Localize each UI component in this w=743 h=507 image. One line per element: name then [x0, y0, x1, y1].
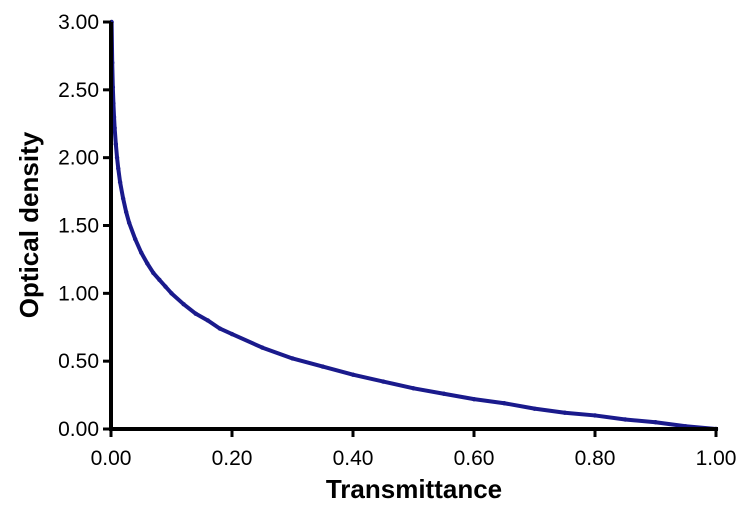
- series-0-point: [532, 406, 537, 411]
- series-0-point: [169, 291, 174, 296]
- series-0-point: [113, 141, 119, 147]
- series-0-point: [290, 356, 295, 361]
- y-tick-label: 2.50: [58, 79, 99, 102]
- series-0-point: [502, 401, 507, 406]
- series-0-point: [260, 345, 265, 350]
- series-0-point: [157, 277, 162, 282]
- y-tick-label: 0.00: [58, 418, 99, 441]
- y-tick-label: 0.50: [58, 350, 99, 373]
- series-0-point: [217, 326, 223, 331]
- series-0-point: [145, 261, 150, 266]
- y-tick-label: 2.00: [58, 147, 99, 170]
- series-0-point: [592, 413, 598, 418]
- series-0-point: [441, 391, 446, 396]
- x-tick-label: 0.20: [212, 447, 253, 470]
- series-0-point: [653, 420, 658, 425]
- x-tick-label: 0.00: [91, 447, 132, 470]
- series-0-point: [112, 125, 117, 131]
- series-0-point: [471, 396, 477, 402]
- series-0-point: [229, 331, 235, 337]
- series-0-curve: [109, 20, 718, 431]
- axes-layer: [109, 22, 718, 431]
- tick-layer: 0.00 0.20 0.40 0.60 0.80 1.00 0.00 0.50 1.00 1.50…: [58, 11, 736, 470]
- series-0-point: [562, 410, 567, 415]
- series-0-point: [123, 209, 129, 215]
- series-layer: [109, 19, 719, 432]
- series-0-point: [381, 379, 386, 384]
- y-tick-label: 1.50: [58, 215, 99, 238]
- series-0-point: [126, 220, 132, 225]
- x-axis-title: Transmittance: [326, 474, 502, 502]
- y-tick-label: 3.00: [58, 11, 99, 34]
- series-0-point: [133, 236, 138, 242]
- series-0-point: [117, 179, 123, 185]
- series-0-point: [181, 301, 186, 307]
- series-0-point: [151, 270, 156, 276]
- series-0-point: [120, 196, 126, 201]
- x-tick-label: 0.40: [333, 447, 374, 470]
- series-0-point: [350, 372, 356, 377]
- series-0-point: [139, 250, 144, 255]
- y-tick-label: 1.00: [58, 282, 99, 305]
- x-tick-label: 0.60: [454, 447, 495, 470]
- x-tick-label: 1.00: [696, 447, 737, 470]
- series-0-point: [193, 311, 198, 316]
- series-0-point: [116, 166, 121, 171]
- y-axis-title: Optical density: [14, 131, 44, 318]
- series-0-point: [411, 386, 416, 391]
- series-0-point: [205, 318, 210, 323]
- x-tick-label: 0.80: [575, 447, 616, 470]
- series-0-point: [623, 417, 628, 422]
- series-0-point: [114, 155, 120, 160]
- series-0-point: [163, 284, 168, 289]
- series-0-point: [320, 364, 325, 369]
